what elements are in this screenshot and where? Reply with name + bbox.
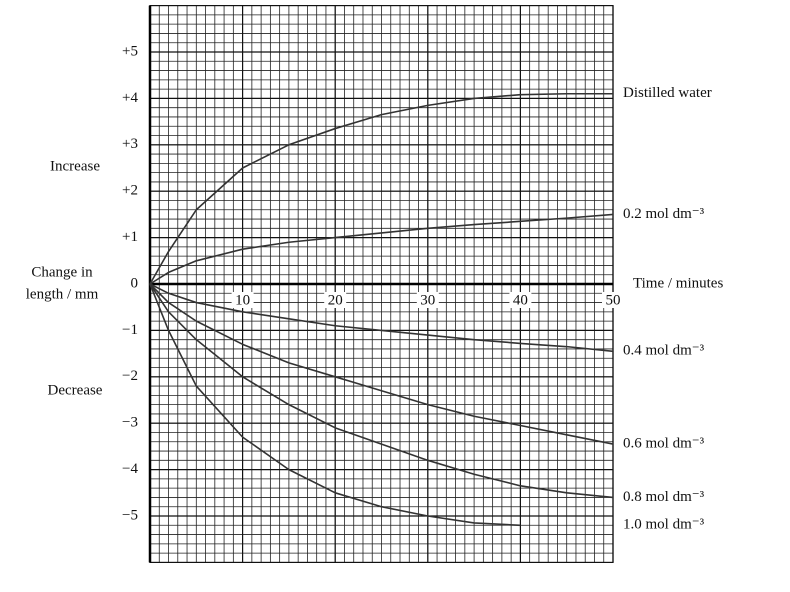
series-label: Distilled water: [623, 85, 712, 101]
series-line: [149, 283, 521, 527]
annotation: Increase: [50, 158, 100, 174]
y-tick-label: −1: [122, 322, 138, 338]
y-tick-label: −4: [122, 461, 138, 477]
y-tick-label: −2: [122, 368, 138, 384]
series-label: 0.4 mol dm⁻³: [623, 343, 705, 359]
x-tick-label: 40: [513, 292, 528, 308]
tick-label-bg: [602, 292, 624, 308]
annotation: Decrease: [48, 382, 103, 398]
y-tick-label: −5: [122, 507, 138, 523]
y-tick-label: +3: [122, 136, 138, 152]
y-axis-label: Change in: [31, 264, 93, 280]
x-tick-label: 10: [235, 292, 250, 308]
series-label: 1.0 mol dm⁻³: [623, 517, 705, 533]
series-line: [149, 283, 614, 353]
x-axis-label: Time / minutes: [633, 275, 723, 291]
tick-label-bg: [231, 292, 254, 308]
series-line: [149, 283, 614, 445]
tick-label-bg: [324, 292, 347, 308]
y-tick-label: 0: [131, 275, 139, 291]
tick-label-bg: [509, 292, 532, 308]
series-line: [149, 283, 614, 499]
x-tick-label: 50: [606, 292, 621, 308]
series-label: 0.2 mol dm⁻³: [623, 206, 705, 222]
tick-label-bg: [416, 292, 439, 308]
y-tick-label: +2: [122, 183, 138, 199]
x-tick-label: 30: [420, 292, 435, 308]
y-tick-label: +4: [122, 90, 138, 106]
y-tick-label: +1: [122, 229, 138, 245]
y-tick-label: −3: [122, 415, 138, 431]
series-line: [149, 92, 613, 285]
x-tick-label: 20: [328, 292, 343, 308]
y-tick-label: +5: [122, 43, 138, 59]
series-line: [149, 213, 614, 285]
y-axis-label: length / mm: [26, 286, 99, 302]
series-label: 0.6 mol dm⁻³: [623, 436, 705, 452]
series-label: 0.8 mol dm⁻³: [623, 489, 705, 505]
